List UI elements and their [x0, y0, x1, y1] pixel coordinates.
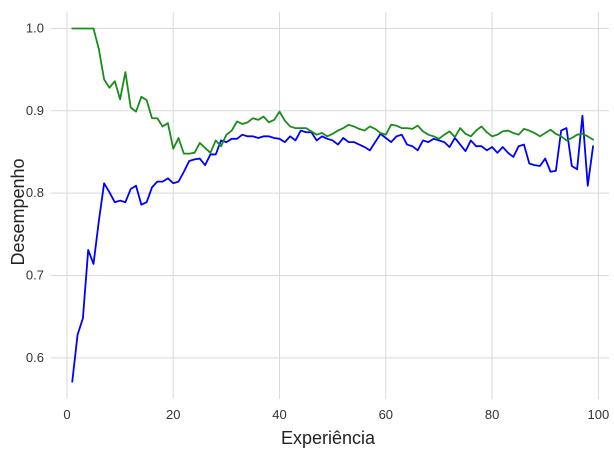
x-tick-label: 0 — [63, 407, 70, 422]
y-tick-label: 0.6 — [26, 350, 44, 365]
tick-labels: 0 20 40 60 80 100 0.6 0.7 0.8 0.9 1.0 — [26, 20, 609, 422]
y-tick-label: 0.9 — [26, 103, 44, 118]
x-tick-label: 80 — [485, 407, 499, 422]
x-tick-label: 20 — [166, 407, 180, 422]
x-tick-label: 100 — [588, 407, 610, 422]
y-tick-label: 0.8 — [26, 185, 44, 200]
y-tick-label: 0.7 — [26, 267, 44, 282]
blue-series-line — [71, 114, 594, 383]
series-layer — [71, 27, 594, 383]
grid — [51, 12, 609, 399]
y-axis-label: Desempenho — [8, 158, 28, 265]
x-tick-label: 40 — [272, 407, 286, 422]
green-series-line — [71, 27, 594, 155]
y-tick-label: 1.0 — [26, 20, 44, 35]
x-tick-label: 60 — [379, 407, 393, 422]
x-axis-label: Experiência — [281, 428, 376, 448]
